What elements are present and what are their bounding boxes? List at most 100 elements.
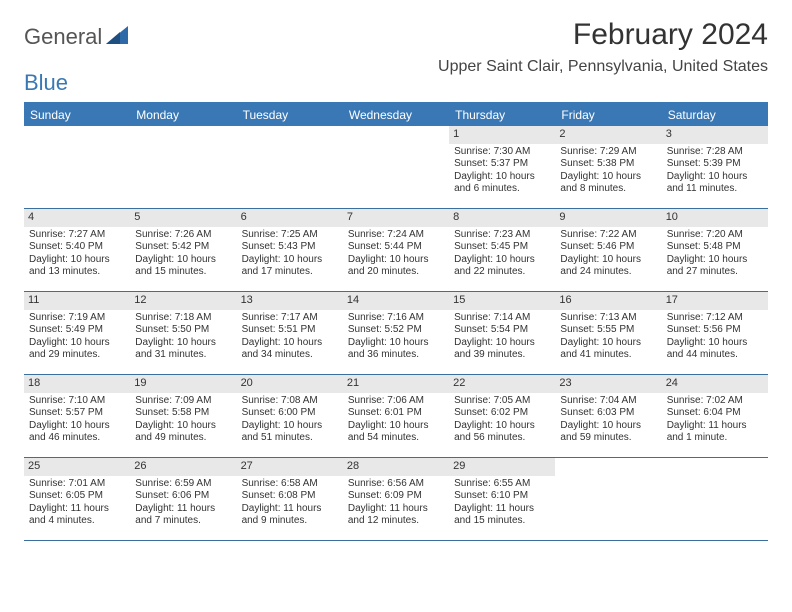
daylight-text: Daylight: 10 hours and 24 minutes. — [560, 254, 656, 279]
day-cell: 15Sunrise: 7:14 AMSunset: 5:54 PMDayligh… — [449, 292, 555, 374]
daylight-text: Daylight: 10 hours and 51 minutes. — [242, 420, 338, 445]
sunrise-text: Sunrise: 7:18 AM — [135, 312, 231, 325]
sunrise-text: Sunrise: 7:28 AM — [667, 146, 763, 159]
sunset-text: Sunset: 5:40 PM — [29, 241, 125, 254]
daylight-text: Daylight: 11 hours and 4 minutes. — [29, 503, 125, 528]
sunrise-text: Sunrise: 6:56 AM — [348, 478, 444, 491]
sunrise-text: Sunrise: 7:29 AM — [560, 146, 656, 159]
day-number: 10 — [662, 209, 768, 227]
day-cell: 1Sunrise: 7:30 AMSunset: 5:37 PMDaylight… — [449, 126, 555, 208]
daylight-text: Daylight: 10 hours and 36 minutes. — [348, 337, 444, 362]
day-header: Sunday — [24, 104, 130, 126]
sunset-text: Sunset: 5:48 PM — [667, 241, 763, 254]
daylight-text: Daylight: 10 hours and 8 minutes. — [560, 171, 656, 196]
daylight-text: Daylight: 10 hours and 46 minutes. — [29, 420, 125, 445]
sunset-text: Sunset: 6:08 PM — [242, 490, 338, 503]
logo: General — [24, 18, 130, 50]
day-header: Thursday — [449, 104, 555, 126]
sunset-text: Sunset: 6:02 PM — [454, 407, 550, 420]
sunset-text: Sunset: 5:51 PM — [242, 324, 338, 337]
day-cell: 14Sunrise: 7:16 AMSunset: 5:52 PMDayligh… — [343, 292, 449, 374]
daylight-text: Daylight: 10 hours and 31 minutes. — [135, 337, 231, 362]
sunset-text: Sunset: 6:09 PM — [348, 490, 444, 503]
day-number: 27 — [237, 458, 343, 476]
daylight-text: Daylight: 10 hours and 59 minutes. — [560, 420, 656, 445]
location-text: Upper Saint Clair, Pennsylvania, United … — [438, 58, 768, 76]
day-number: 29 — [449, 458, 555, 476]
sunset-text: Sunset: 6:00 PM — [242, 407, 338, 420]
day-cell: 26Sunrise: 6:59 AMSunset: 6:06 PMDayligh… — [130, 458, 236, 540]
week-row: 18Sunrise: 7:10 AMSunset: 5:57 PMDayligh… — [24, 375, 768, 458]
day-cell: 23Sunrise: 7:04 AMSunset: 6:03 PMDayligh… — [555, 375, 661, 457]
day-number: 17 — [662, 292, 768, 310]
day-cell-empty: . — [343, 126, 449, 208]
day-cell: 7 Sunrise: 7:24 AMSunset: 5:44 PMDaylight… — [343, 209, 449, 291]
week-row: 11Sunrise: 7:19 AMSunset: 5:49 PMDayligh… — [24, 292, 768, 375]
daylight-text: Daylight: 10 hours and 54 minutes. — [348, 420, 444, 445]
sunset-text: Sunset: 5:57 PM — [29, 407, 125, 420]
sunset-text: Sunset: 5:58 PM — [135, 407, 231, 420]
sunrise-text: Sunrise: 7:01 AM — [29, 478, 125, 491]
calendar-page: General February 2024 Upper Saint Clair,… — [0, 0, 792, 541]
day-cell: 17Sunrise: 7:12 AMSunset: 5:56 PMDayligh… — [662, 292, 768, 374]
sunset-text: Sunset: 6:03 PM — [560, 407, 656, 420]
day-cell: 18 Sunrise: 7:10 AMSunset: 5:57 PMDayligh… — [24, 375, 130, 457]
day-number: 3 — [662, 126, 768, 144]
sunrise-text: Sunrise: 7:24 AM — [348, 229, 444, 242]
daylight-text: Daylight: 10 hours and 13 minutes. — [29, 254, 125, 279]
day-header: Wednesday — [343, 104, 449, 126]
day-cell: 11Sunrise: 7:19 AMSunset: 5:49 PMDayligh… — [24, 292, 130, 374]
day-number: 15 — [449, 292, 555, 310]
sunset-text: Sunset: 5:37 PM — [454, 158, 550, 171]
daylight-text: Daylight: 11 hours and 15 minutes. — [454, 503, 550, 528]
day-cell: 6Sunrise: 7:25 AMSunset: 5:43 PMDaylight… — [237, 209, 343, 291]
sunrise-text: Sunrise: 7:23 AM — [454, 229, 550, 242]
day-cell: 9Sunrise: 7:22 AMSunset: 5:46 PMDaylight… — [555, 209, 661, 291]
week-row: ....1Sunrise: 7:30 AMSunset: 5:37 PMDayl… — [24, 126, 768, 209]
day-cell: 22Sunrise: 7:05 AMSunset: 6:02 PMDayligh… — [449, 375, 555, 457]
day-header: Monday — [130, 104, 236, 126]
day-number: 6 — [237, 209, 343, 227]
day-cell: 5Sunrise: 7:26 AMSunset: 5:42 PMDaylight… — [130, 209, 236, 291]
sunrise-text: Sunrise: 7:14 AM — [454, 312, 550, 325]
daylight-text: Daylight: 10 hours and 22 minutes. — [454, 254, 550, 279]
daylight-text: Daylight: 10 hours and 20 minutes. — [348, 254, 444, 279]
sunrise-text: Sunrise: 7:09 AM — [135, 395, 231, 408]
day-header: Saturday — [662, 104, 768, 126]
day-cell: 25Sunrise: 7:01 AMSunset: 6:05 PMDayligh… — [24, 458, 130, 540]
day-cell: 10Sunrise: 7:20 AMSunset: 5:48 PMDayligh… — [662, 209, 768, 291]
day-cell: 8Sunrise: 7:23 AMSunset: 5:45 PMDaylight… — [449, 209, 555, 291]
day-cell-empty: . — [237, 126, 343, 208]
sunrise-text: Sunrise: 7:22 AM — [560, 229, 656, 242]
day-number: 14 — [343, 292, 449, 310]
sunset-text: Sunset: 6:05 PM — [29, 490, 125, 503]
logo-text-blue: Blue — [24, 70, 68, 96]
day-number: 19 — [130, 375, 236, 393]
daylight-text: Daylight: 10 hours and 29 minutes. — [29, 337, 125, 362]
sunrise-text: Sunrise: 7:30 AM — [454, 146, 550, 159]
sunset-text: Sunset: 5:54 PM — [454, 324, 550, 337]
day-cell: 12Sunrise: 7:18 AMSunset: 5:50 PMDayligh… — [130, 292, 236, 374]
daylight-text: Daylight: 10 hours and 6 minutes. — [454, 171, 550, 196]
sunset-text: Sunset: 6:01 PM — [348, 407, 444, 420]
sunset-text: Sunset: 5:42 PM — [135, 241, 231, 254]
sunset-text: Sunset: 5:45 PM — [454, 241, 550, 254]
day-cell: 16Sunrise: 7:13 AMSunset: 5:55 PMDayligh… — [555, 292, 661, 374]
sunrise-text: Sunrise: 7:04 AM — [560, 395, 656, 408]
sunrise-text: Sunrise: 7:13 AM — [560, 312, 656, 325]
day-number: 7 — [343, 209, 449, 227]
day-number: 18 — [24, 375, 130, 393]
day-cell: 13Sunrise: 7:17 AMSunset: 5:51 PMDayligh… — [237, 292, 343, 374]
sunset-text: Sunset: 5:44 PM — [348, 241, 444, 254]
sunset-text: Sunset: 5:55 PM — [560, 324, 656, 337]
sunrise-text: Sunrise: 7:10 AM — [29, 395, 125, 408]
day-header: Tuesday — [237, 104, 343, 126]
day-number: 21 — [343, 375, 449, 393]
day-header: Friday — [555, 104, 661, 126]
sunrise-text: Sunrise: 6:55 AM — [454, 478, 550, 491]
day-header-row: SundayMondayTuesdayWednesdayThursdayFrid… — [24, 104, 768, 126]
sunset-text: Sunset: 6:06 PM — [135, 490, 231, 503]
day-cell: 28Sunrise: 6:56 AMSunset: 6:09 PMDayligh… — [343, 458, 449, 540]
day-cell: 27Sunrise: 6:58 AMSunset: 6:08 PMDayligh… — [237, 458, 343, 540]
week-row: 25Sunrise: 7:01 AMSunset: 6:05 PMDayligh… — [24, 458, 768, 541]
